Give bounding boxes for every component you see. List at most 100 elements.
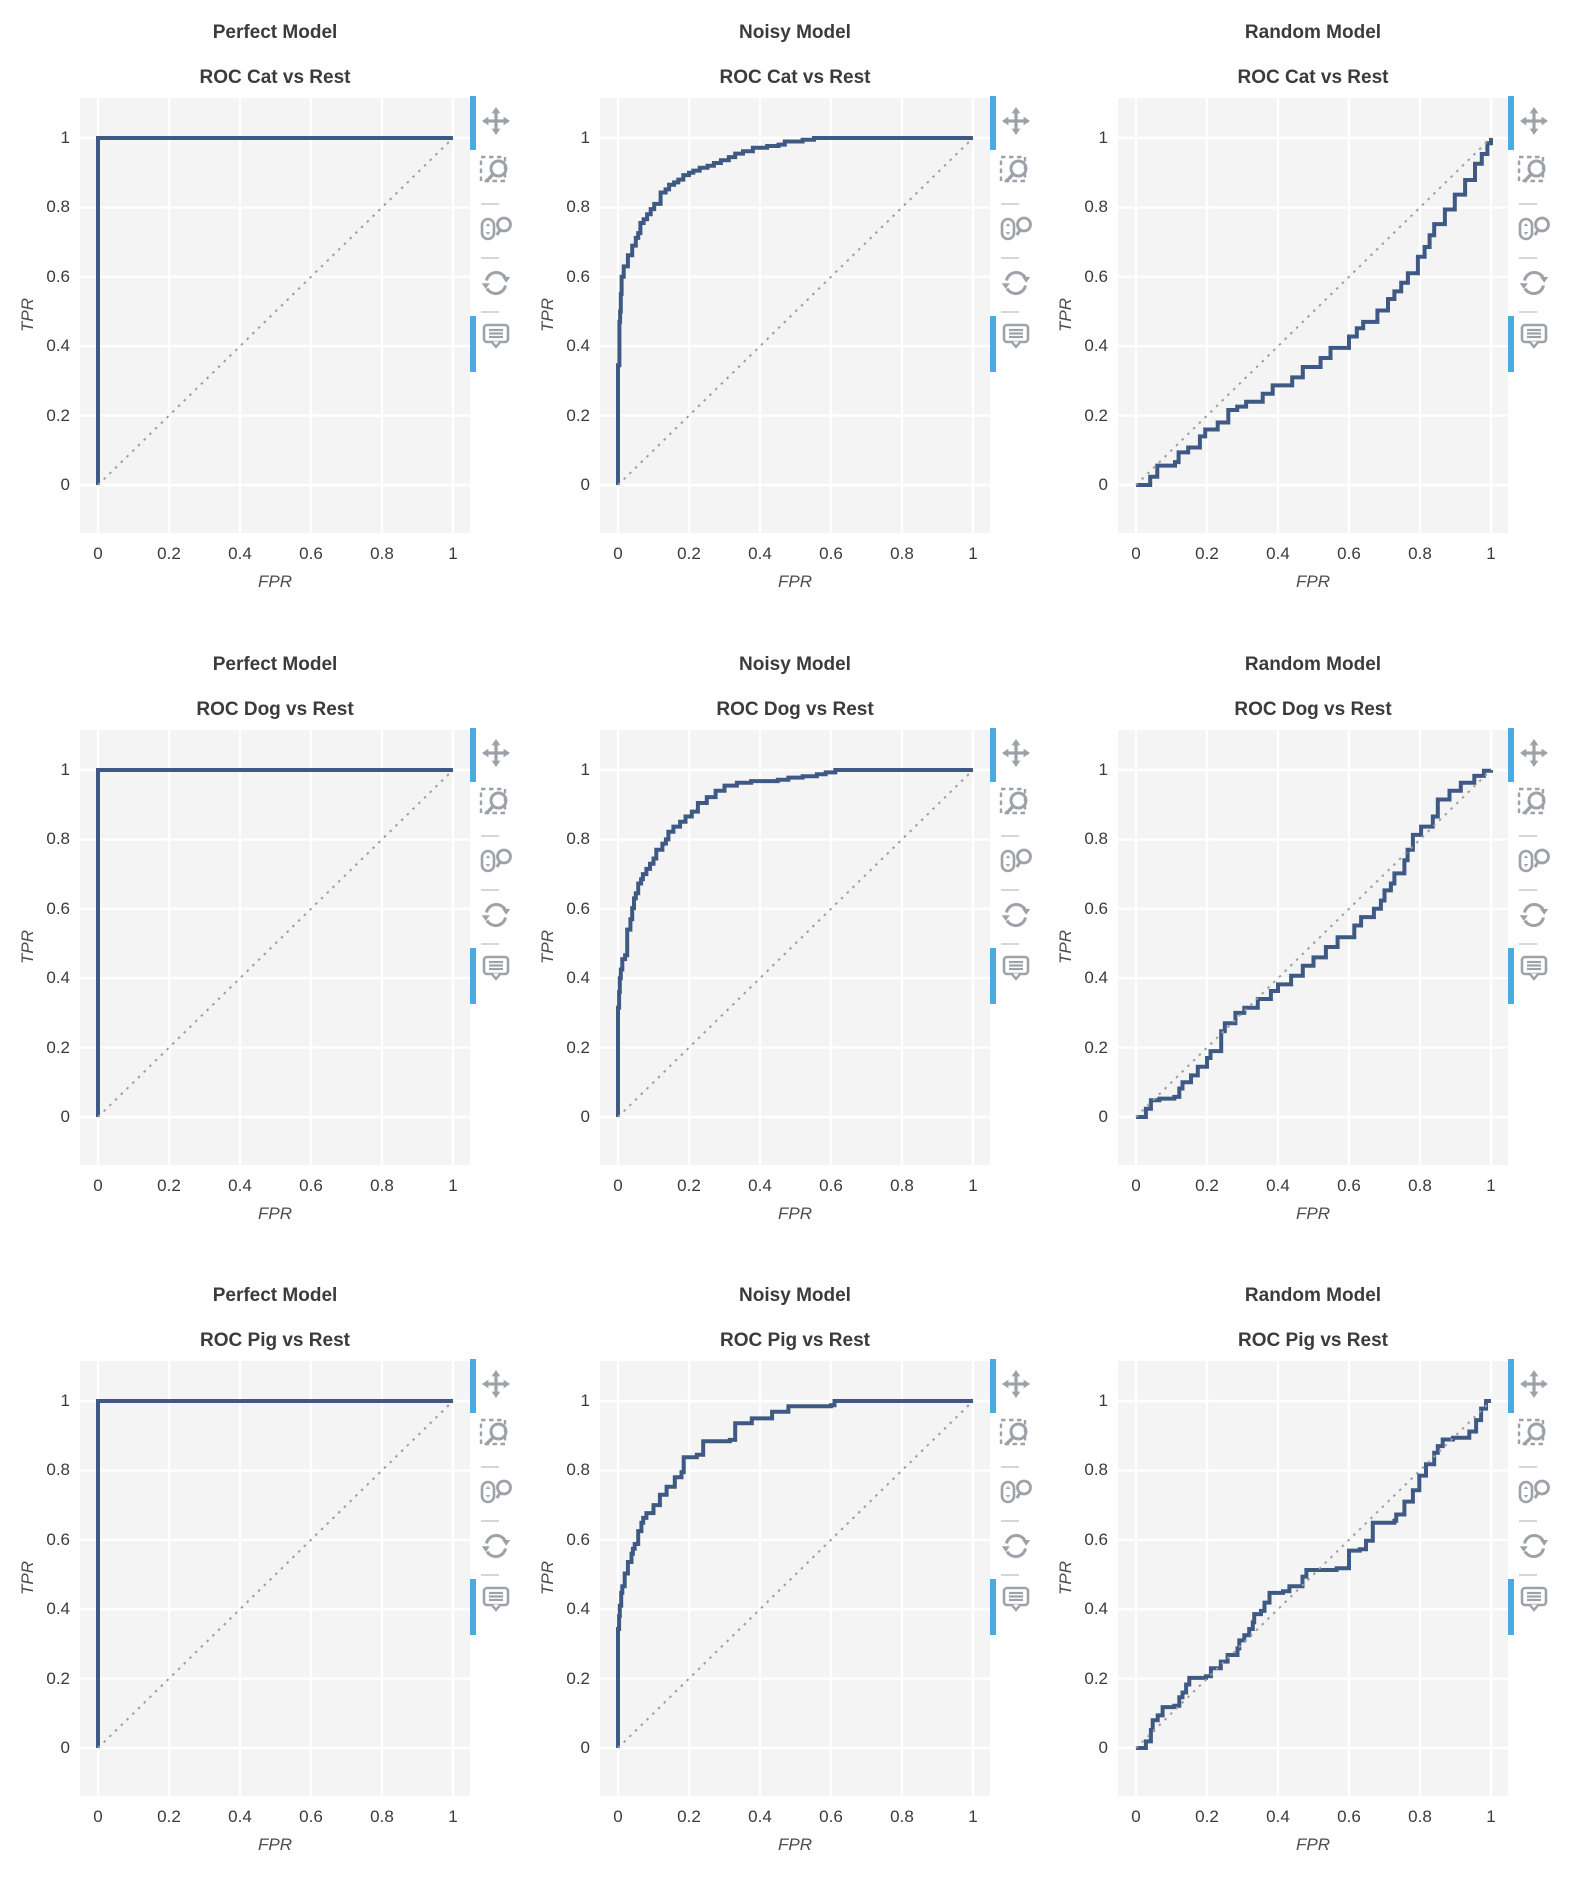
x-tick-label: 0.6 bbox=[1337, 1176, 1361, 1195]
y-tick-label: 0.4 bbox=[1084, 336, 1108, 356]
plot-area[interactable] bbox=[600, 98, 990, 533]
pan-tool-button[interactable] bbox=[481, 106, 511, 141]
box-zoom-tool-button[interactable] bbox=[478, 786, 514, 827]
pan-tool-button[interactable] bbox=[481, 1369, 511, 1404]
toolbar-separator bbox=[481, 1520, 499, 1522]
plot-area[interactable] bbox=[80, 730, 470, 1165]
hover-tool-button[interactable] bbox=[1000, 320, 1032, 357]
reset-tool-button[interactable] bbox=[1000, 1530, 1032, 1567]
hover-tool-button[interactable] bbox=[480, 952, 512, 989]
wheel-zoom-icon bbox=[1000, 1479, 1032, 1504]
reset-tool-button[interactable] bbox=[480, 267, 512, 304]
plot-area[interactable] bbox=[1118, 1361, 1508, 1796]
box-zoom-tool-button[interactable] bbox=[478, 1417, 514, 1458]
plot-toolbar bbox=[470, 632, 512, 1255]
plot-area[interactable] bbox=[600, 1361, 990, 1796]
reset-tool-button[interactable] bbox=[1518, 899, 1550, 936]
y-tick-label: 0 bbox=[1098, 1738, 1108, 1757]
y-tick-label: 0.6 bbox=[1084, 266, 1108, 286]
active-tool-indicator bbox=[1508, 728, 1514, 782]
active-tool-indicator bbox=[470, 948, 476, 1004]
x-tick-label: 0.4 bbox=[228, 1807, 252, 1826]
plot-toolbar bbox=[990, 632, 1032, 1255]
x-tick-label: 0.8 bbox=[890, 1176, 914, 1195]
roc-curve bbox=[1136, 768, 1493, 1119]
wheel-zoom-tool-button[interactable] bbox=[479, 846, 513, 881]
x-tick-label: 0.2 bbox=[677, 1176, 701, 1195]
box-zoom-icon bbox=[479, 155, 508, 183]
y-tick-label: 0.2 bbox=[1084, 1037, 1108, 1057]
hover-tool-button[interactable] bbox=[1518, 1583, 1550, 1620]
box-zoom-icon bbox=[479, 1418, 508, 1446]
x-tick-label: 0.6 bbox=[819, 544, 843, 563]
chance-diagonal bbox=[617, 137, 974, 486]
wheel-zoom-tool-button[interactable] bbox=[1517, 846, 1551, 881]
hover-tool-button[interactable] bbox=[1000, 1583, 1032, 1620]
reset-tool-button[interactable] bbox=[1518, 1530, 1550, 1567]
plot-background bbox=[1118, 98, 1508, 533]
plot-toolbar bbox=[470, 0, 512, 623]
reset-tool-button[interactable] bbox=[1000, 899, 1032, 936]
box-zoom-tool-button[interactable] bbox=[478, 154, 514, 195]
box-zoom-tool-button[interactable] bbox=[1516, 154, 1552, 195]
x-tick-label: 0.6 bbox=[299, 1807, 323, 1826]
box-zoom-tool-button[interactable] bbox=[1516, 1417, 1552, 1458]
y-tick-label: 0.2 bbox=[566, 1037, 590, 1057]
hover-tool-button[interactable] bbox=[480, 1583, 512, 1620]
toolbar-separator bbox=[1001, 1574, 1019, 1576]
toolbar-separator bbox=[481, 889, 499, 891]
figure-supertitle: Noisy Model bbox=[739, 654, 851, 675]
plot-background bbox=[1118, 730, 1508, 1165]
hover-tool-button[interactable] bbox=[1000, 952, 1032, 989]
x-axis-label: FPR bbox=[1296, 1204, 1330, 1223]
roc-curve bbox=[616, 136, 973, 485]
pan-tool-button[interactable] bbox=[1001, 106, 1031, 141]
wheel-zoom-tool-button[interactable] bbox=[1517, 1477, 1551, 1512]
x-tick-label: 0.2 bbox=[1195, 1807, 1219, 1826]
pan-tool-button[interactable] bbox=[1519, 1369, 1549, 1404]
wheel-zoom-tool-button[interactable] bbox=[999, 214, 1033, 249]
plot-area[interactable] bbox=[80, 98, 470, 533]
reset-tool-button[interactable] bbox=[480, 1530, 512, 1567]
wheel-zoom-tool-button[interactable] bbox=[999, 1477, 1033, 1512]
reset-tool-button[interactable] bbox=[1000, 267, 1032, 304]
figure-title: ROC Pig vs Rest bbox=[1238, 1330, 1388, 1351]
wheel-zoom-tool-button[interactable] bbox=[999, 846, 1033, 881]
plot-area[interactable] bbox=[1118, 730, 1508, 1165]
wheel-zoom-tool-button[interactable] bbox=[1517, 214, 1551, 249]
hover-tool-button[interactable] bbox=[480, 320, 512, 357]
reset-icon bbox=[481, 1533, 511, 1559]
x-tick-label: 0.8 bbox=[370, 1807, 394, 1826]
box-zoom-tool-button[interactable] bbox=[998, 1417, 1034, 1458]
box-zoom-tool-button[interactable] bbox=[998, 786, 1034, 827]
reset-tool-button[interactable] bbox=[480, 899, 512, 936]
pan-tool-button[interactable] bbox=[1519, 738, 1549, 773]
figure-supertitle: Random Model bbox=[1244, 22, 1382, 43]
pan-tool-button[interactable] bbox=[1001, 1369, 1031, 1404]
x-axis-label: FPR bbox=[258, 1204, 292, 1223]
x-axis-label: FPR bbox=[258, 572, 292, 591]
wheel-zoom-tool-button[interactable] bbox=[479, 214, 513, 249]
plot-background bbox=[80, 1361, 470, 1796]
x-axis-label: FPR bbox=[778, 1204, 812, 1223]
y-tick-label: 0.2 bbox=[46, 1037, 70, 1057]
pan-tool-button[interactable] bbox=[1519, 106, 1549, 141]
hover-tool-button[interactable] bbox=[1518, 952, 1550, 989]
box-zoom-tool-button[interactable] bbox=[1516, 786, 1552, 827]
plot-area[interactable] bbox=[80, 1361, 470, 1796]
y-tick-label: 0.6 bbox=[46, 1529, 70, 1549]
plot-area[interactable] bbox=[600, 730, 990, 1165]
y-tick-label: 0.8 bbox=[46, 197, 70, 217]
toolbar-separator bbox=[1001, 943, 1019, 945]
y-tick-label: 0 bbox=[60, 1107, 70, 1126]
wheel-zoom-tool-button[interactable] bbox=[479, 1477, 513, 1512]
pan-tool-button[interactable] bbox=[1001, 738, 1031, 773]
pan-tool-button[interactable] bbox=[481, 738, 511, 773]
x-tick-label: 1 bbox=[448, 1807, 458, 1826]
hover-tool-button[interactable] bbox=[1518, 320, 1550, 357]
box-zoom-tool-button[interactable] bbox=[998, 154, 1034, 195]
reset-tool-button[interactable] bbox=[1518, 267, 1550, 304]
hover-tooltip-icon bbox=[482, 1586, 510, 1612]
plot-area[interactable] bbox=[1118, 98, 1508, 533]
